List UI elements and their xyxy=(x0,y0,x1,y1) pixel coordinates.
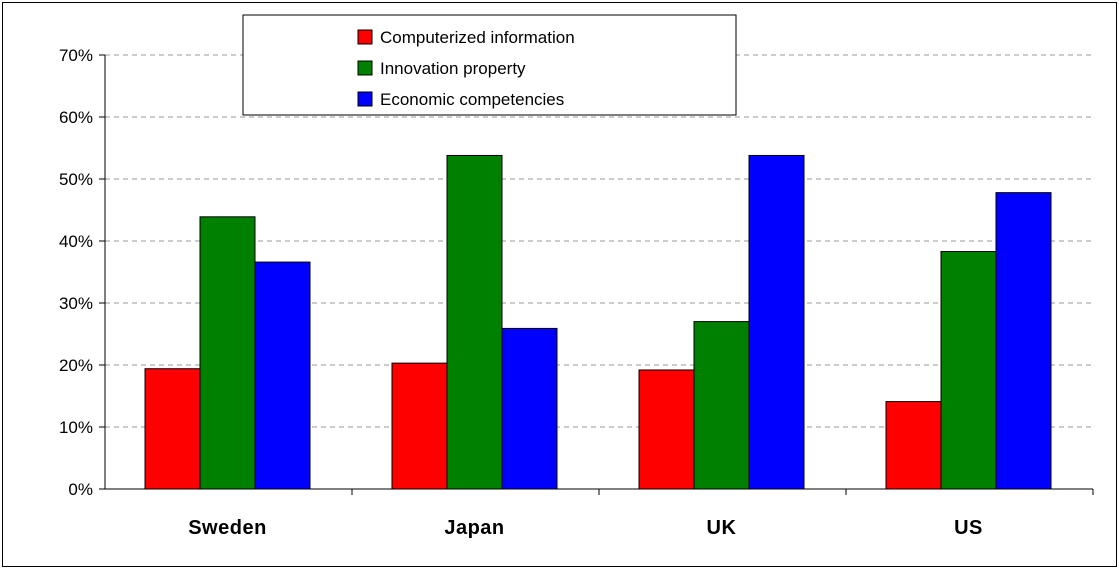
legend: Computerized information Innovation prope… xyxy=(242,14,737,116)
y-tick-label: 60% xyxy=(59,108,93,127)
bar-japan-economic-competencies xyxy=(501,327,558,490)
legend-swatch xyxy=(357,60,373,76)
x-category-label: US xyxy=(954,517,983,539)
x-category-label: Sweden xyxy=(188,517,267,539)
bar-sweden-economic-competencies xyxy=(254,261,311,490)
y-tick-label: 10% xyxy=(59,418,93,437)
bar-japan-innovation-property xyxy=(446,154,503,490)
y-tick-label: 30% xyxy=(59,294,93,313)
legend-swatch xyxy=(357,29,373,45)
bar-us-economic-competencies xyxy=(995,192,1052,490)
legend-label: Economic competencies xyxy=(380,90,564,109)
bar-uk-innovation-property xyxy=(693,321,750,490)
y-tick-label: 0% xyxy=(68,480,93,499)
x-category-label: Japan xyxy=(444,517,504,539)
y-tick-label: 40% xyxy=(59,232,93,251)
bar-us-innovation-property xyxy=(940,251,997,490)
legend-label: Computerized information xyxy=(380,28,575,47)
y-axis-ticks: 0% 10% 20% 30% 40% 50% 60% 70% xyxy=(59,46,105,499)
bar-sweden-innovation-property xyxy=(199,216,256,490)
bar-sweden-computerized-information xyxy=(144,368,201,490)
x-category-label: UK xyxy=(707,517,737,539)
legend-label: Innovation property xyxy=(380,59,526,78)
bar-uk-computerized-information xyxy=(638,369,695,490)
legend-box xyxy=(242,14,737,116)
axes xyxy=(104,55,1094,495)
y-tick-label: 50% xyxy=(59,170,93,189)
bars xyxy=(144,154,1052,490)
bar-japan-computerized-information xyxy=(391,362,448,490)
y-tick-label: 70% xyxy=(59,46,93,65)
legend-swatch xyxy=(357,91,373,107)
y-tick-label: 20% xyxy=(59,356,93,375)
x-axis-categories: Sweden Japan UK US xyxy=(188,517,983,539)
bar-uk-economic-competencies xyxy=(748,154,805,490)
bar-us-computerized-information xyxy=(885,401,942,490)
